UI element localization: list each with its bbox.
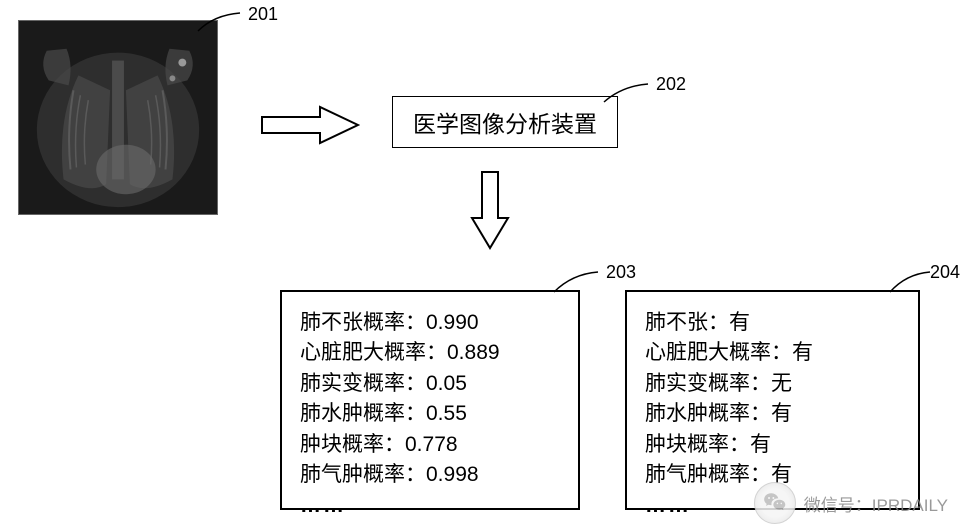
label-203: 203 xyxy=(606,262,636,283)
xray-image xyxy=(18,20,218,215)
result-row: 肺实变概率：0.05 xyxy=(300,369,560,399)
analysis-device-title: 医学图像分析装置 xyxy=(413,111,597,137)
arrow-down xyxy=(470,170,510,250)
arrow-right xyxy=(260,105,360,145)
wechat-icon xyxy=(754,482,796,524)
callout-line-203 xyxy=(552,264,612,296)
result-row: 心脏肥大概率：有 xyxy=(645,338,900,368)
binary-results-box: 肺不张：有 心脏肥大概率：有 肺实变概率：无 肺水肿概率：有 肿块概率：有 肺气… xyxy=(625,290,920,510)
label-201: 201 xyxy=(248,4,278,25)
result-row: 心脏肥大概率：0.889 xyxy=(300,338,560,368)
label-202: 202 xyxy=(656,74,686,95)
wechat-text: 微信号：IPRDAILY xyxy=(804,491,948,516)
result-row: 肿块概率：0.778 xyxy=(300,430,560,460)
result-row: 肿块概率：有 xyxy=(645,430,900,460)
probability-results-box: 肺不张概率：0.990 心脏肥大概率：0.889 肺实变概率：0.05 肺水肿概… xyxy=(280,290,580,510)
result-row: 肺气肿概率：0.998 xyxy=(300,460,560,490)
callout-line-202 xyxy=(602,76,662,106)
result-row: 肺水肿概率：0.55 xyxy=(300,399,560,429)
callout-line-201 xyxy=(196,5,256,35)
result-row: 肺水肿概率：有 xyxy=(645,399,900,429)
result-row: 肺不张：有 xyxy=(645,308,900,338)
wechat-watermark: 微信号：IPRDAILY xyxy=(754,482,948,524)
ellipsis: …… xyxy=(300,491,560,521)
label-204: 204 xyxy=(930,262,960,283)
result-row: 肺不张概率：0.990 xyxy=(300,308,560,338)
result-row: 肺实变概率：无 xyxy=(645,369,900,399)
analysis-device-box: 医学图像分析装置 xyxy=(392,96,618,148)
